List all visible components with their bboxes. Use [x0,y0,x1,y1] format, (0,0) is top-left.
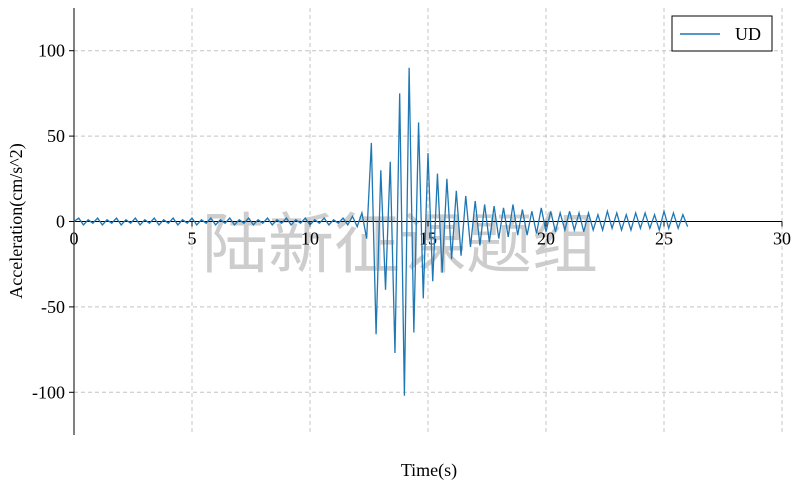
x-tick-label: 10 [301,229,319,249]
x-tick-label: 25 [655,229,673,249]
y-tick-label: 50 [47,126,65,146]
y-tick-label: -50 [41,297,65,317]
data-line [73,67,689,396]
x-axis-label: Time(s) [401,460,457,481]
y-tick-label: -100 [32,382,65,402]
x-tick-label: 20 [537,229,555,249]
y-tick-label: 0 [56,212,65,232]
y-tick-label: 100 [38,41,65,61]
y-axis-label: Acceleration(cm/s^2) [6,143,27,298]
x-tick-label: 30 [773,229,791,249]
x-tick-label: 5 [188,229,197,249]
x-tick-label: 15 [419,229,437,249]
legend-label: UD [735,24,761,44]
